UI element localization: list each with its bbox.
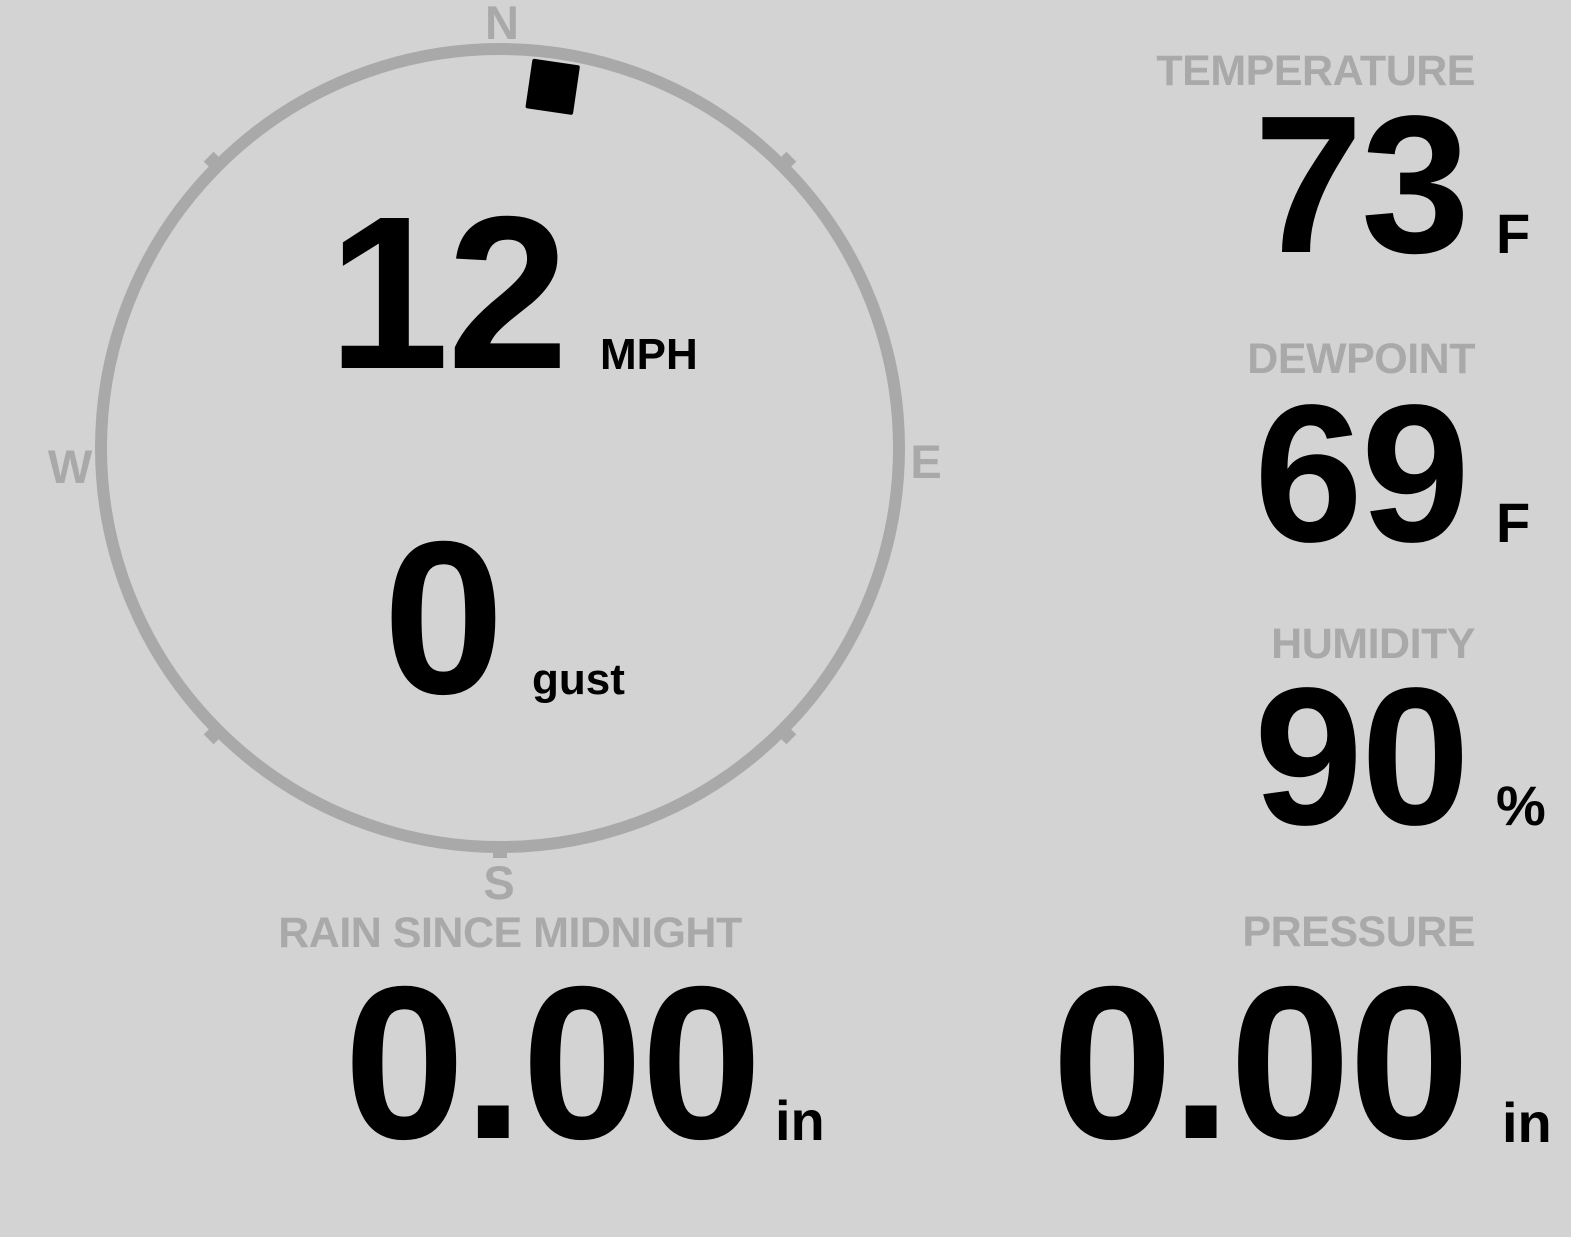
rain-value: 0.00	[343, 942, 762, 1185]
wind-direction-marker	[525, 58, 580, 115]
humidity-unit: %	[1496, 774, 1546, 837]
humidity-value: 90	[1253, 647, 1470, 866]
dewpoint-unit: F	[1496, 491, 1531, 554]
rain-unit: in	[775, 1089, 825, 1152]
dewpoint-label: DEWPOINT	[1247, 335, 1475, 383]
compass-label-west: W	[47, 440, 93, 493]
wind-direction-marker-group	[525, 58, 580, 115]
temperature-label: TEMPERATURE	[1156, 47, 1475, 95]
compass-label-south: S	[483, 856, 515, 909]
rain-label: RAIN SINCE MIDNIGHT	[278, 909, 742, 957]
wind-speed-unit: MPH	[600, 330, 698, 379]
dewpoint-value: 69	[1253, 364, 1470, 583]
temperature-unit: F	[1496, 202, 1531, 265]
compass-label-north: N	[485, 0, 519, 49]
pressure-label: PRESSURE	[1242, 908, 1475, 956]
pressure-unit: in	[1502, 1091, 1552, 1154]
humidity-label: HUMIDITY	[1271, 620, 1475, 668]
wind-speed-value: 12	[328, 172, 568, 415]
temperature-value: 73	[1253, 75, 1470, 294]
wind-gust-unit: gust	[532, 655, 625, 704]
pressure-value: 0.00	[1051, 942, 1470, 1185]
compass-ring-ticks	[203, 151, 797, 858]
compass-label-east: E	[910, 435, 942, 488]
wind-gust-value: 0	[383, 497, 504, 740]
